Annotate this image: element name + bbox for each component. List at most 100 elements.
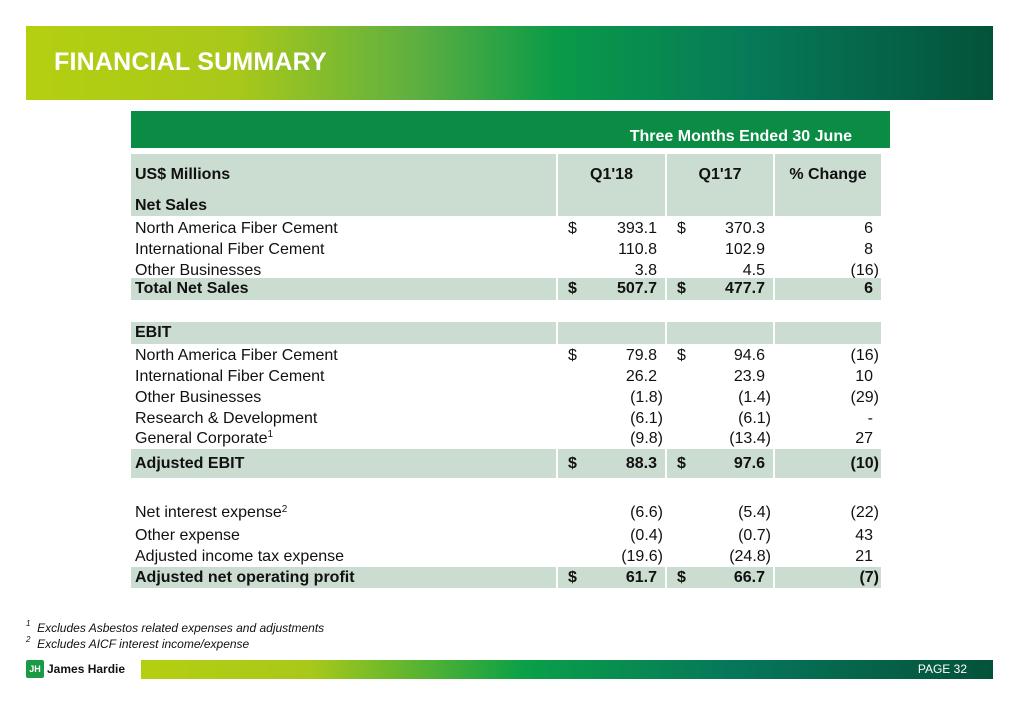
cell-q118: (6.6) bbox=[558, 502, 665, 524]
value: (0.4) bbox=[630, 526, 663, 544]
value: 43 bbox=[855, 526, 873, 544]
cell-q117: 102.9 bbox=[667, 239, 773, 260]
value: 4.5 bbox=[742, 261, 765, 279]
cell-q117: (24.8) bbox=[667, 546, 773, 567]
cell-change: (29) bbox=[775, 387, 881, 408]
value: (1.4) bbox=[738, 388, 771, 406]
row-label-text: Adjusted income tax expense bbox=[135, 547, 345, 565]
value: 8 bbox=[864, 240, 873, 258]
cell-q118: (19.6) bbox=[558, 546, 665, 567]
value: (22) bbox=[850, 504, 879, 521]
currency-symbol: $ bbox=[677, 280, 686, 297]
cell-change bbox=[775, 322, 881, 344]
cell-change: (16) bbox=[775, 345, 881, 366]
header-units: US$ Millions bbox=[131, 154, 556, 196]
cell-q117: (0.7) bbox=[667, 525, 773, 546]
row-label-text: Total Net Sales bbox=[135, 280, 249, 297]
cell-q118: (6.1) bbox=[558, 408, 665, 429]
cell-q117: (6.1) bbox=[667, 408, 773, 429]
value: 27 bbox=[855, 429, 873, 447]
cell-change: 6 bbox=[775, 218, 881, 239]
row-label: General Corporate 1 bbox=[131, 428, 556, 449]
logo-text: James Hardie bbox=[47, 662, 126, 676]
row-label-text: Adjusted EBIT bbox=[135, 454, 245, 472]
cell-change: (16) bbox=[775, 260, 881, 281]
table-row: Research & Development (6.1) (6.1) - bbox=[131, 408, 881, 429]
title-banner: FINANCIAL SUMMARY bbox=[26, 26, 993, 100]
value: (24.8) bbox=[729, 547, 771, 565]
table-row: Other Businesses 3.8 4.5 (16) bbox=[131, 260, 881, 281]
value: 94.6 bbox=[733, 346, 765, 364]
row-label-text: General Corporate bbox=[135, 429, 268, 447]
row-label: Other Businesses bbox=[131, 260, 556, 281]
cell-q117: 23.9 bbox=[667, 366, 773, 387]
cell-change: (10) bbox=[775, 449, 881, 478]
james-hardie-logo: JH James Hardie bbox=[26, 660, 125, 678]
row-label: Adjusted net operating profit bbox=[131, 567, 556, 588]
footnote-text: Excludes AICF interest income/expense bbox=[37, 637, 250, 651]
period-header: Three Months Ended 30 June bbox=[131, 111, 890, 148]
row-label-text: Net interest expense bbox=[135, 504, 282, 521]
value: (1.8) bbox=[630, 388, 663, 406]
cell-q117 bbox=[667, 196, 773, 216]
value: (9.8) bbox=[630, 429, 663, 447]
value: 6 bbox=[864, 219, 873, 237]
value: 97.6 bbox=[733, 454, 765, 472]
value: 507.7 bbox=[616, 280, 657, 297]
currency-symbol: $ bbox=[677, 219, 686, 237]
cell-q117: $370.3 bbox=[667, 218, 773, 239]
row-label: Other Businesses bbox=[131, 387, 556, 408]
value: (29) bbox=[850, 388, 879, 406]
value: 477.7 bbox=[724, 280, 765, 297]
currency-symbol: $ bbox=[677, 454, 686, 472]
table-row: Adjusted income tax expense (19.6) (24.8) 2… bbox=[131, 546, 881, 567]
footnote-ref: 2 bbox=[281, 503, 288, 515]
currency-symbol: $ bbox=[677, 346, 686, 364]
page-title: FINANCIAL SUMMARY bbox=[54, 48, 327, 76]
table-row: International Fiber Cement 110.8 102.9 8 bbox=[131, 239, 881, 260]
cell-change: 10 bbox=[775, 366, 881, 387]
cell-change: (22) bbox=[775, 502, 881, 524]
header-q117: Q1'17 bbox=[667, 154, 773, 196]
footnote-mark: 2 bbox=[26, 635, 31, 644]
value: (6.1) bbox=[738, 409, 771, 427]
currency-symbol: $ bbox=[677, 568, 686, 586]
row-label-text: Net Sales bbox=[135, 197, 208, 214]
value: 6 bbox=[864, 280, 873, 297]
row-label: Adjusted income tax expense bbox=[131, 546, 556, 567]
currency-symbol: $ bbox=[568, 346, 577, 364]
cell-q118: $507.7 bbox=[558, 278, 665, 300]
row-label-text: Adjusted net operating profit bbox=[135, 568, 355, 586]
cell-q118: (0.4) bbox=[558, 525, 665, 546]
value: - bbox=[867, 409, 873, 427]
currency-symbol: $ bbox=[568, 280, 577, 297]
footnote-text: Excludes Asbestos related expenses and a… bbox=[37, 621, 325, 635]
table-row: General Corporate 1 (9.8) (13.4) 27 bbox=[131, 428, 881, 449]
total-row: Adjusted EBIT $88.3 $97.6 (10) bbox=[131, 449, 881, 478]
row-label-text: Other expense bbox=[135, 526, 240, 544]
row-label: Net interest expense 2 bbox=[131, 502, 556, 524]
value: 61.7 bbox=[625, 568, 657, 586]
value: 10 bbox=[855, 367, 873, 385]
table-row: Other expense (0.4) (0.7) 43 bbox=[131, 525, 881, 546]
value: 26.2 bbox=[625, 367, 657, 385]
value: 21 bbox=[855, 547, 873, 565]
header-q118: Q1'18 bbox=[558, 154, 665, 196]
footer-bar: PAGE 32 bbox=[141, 660, 993, 679]
cell-q118: 3.8 bbox=[558, 260, 665, 281]
footnote-mark: 1 bbox=[26, 619, 31, 628]
value: (7) bbox=[859, 568, 879, 586]
cell-q117: 4.5 bbox=[667, 260, 773, 281]
cell-q117: $66.7 bbox=[667, 567, 773, 588]
row-label: EBIT bbox=[131, 322, 556, 344]
row-label: Adjusted EBIT bbox=[131, 449, 556, 478]
cell-q117 bbox=[667, 322, 773, 344]
cell-change: 43 bbox=[775, 525, 881, 546]
value: 88.3 bbox=[625, 454, 657, 472]
row-label: Other expense bbox=[131, 525, 556, 546]
cell-q117: $97.6 bbox=[667, 449, 773, 478]
value: 393.1 bbox=[616, 219, 657, 237]
value: 110.8 bbox=[618, 240, 657, 258]
footnote-2: 2 Excludes AICF interest income/expense bbox=[26, 635, 250, 651]
row-label: North America Fiber Cement bbox=[131, 218, 556, 239]
